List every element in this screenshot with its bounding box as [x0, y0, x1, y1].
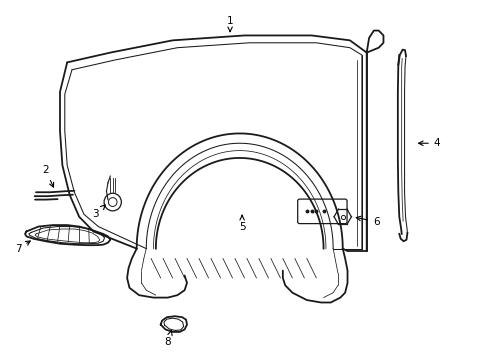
- FancyBboxPatch shape: [297, 199, 346, 224]
- Text: 4: 4: [418, 138, 440, 148]
- Text: 6: 6: [356, 216, 379, 227]
- Text: 8: 8: [164, 331, 172, 347]
- Text: 1: 1: [226, 16, 233, 32]
- Text: 7: 7: [15, 241, 30, 253]
- Text: 5: 5: [238, 215, 245, 231]
- Text: 2: 2: [42, 165, 54, 187]
- Text: 3: 3: [92, 205, 105, 219]
